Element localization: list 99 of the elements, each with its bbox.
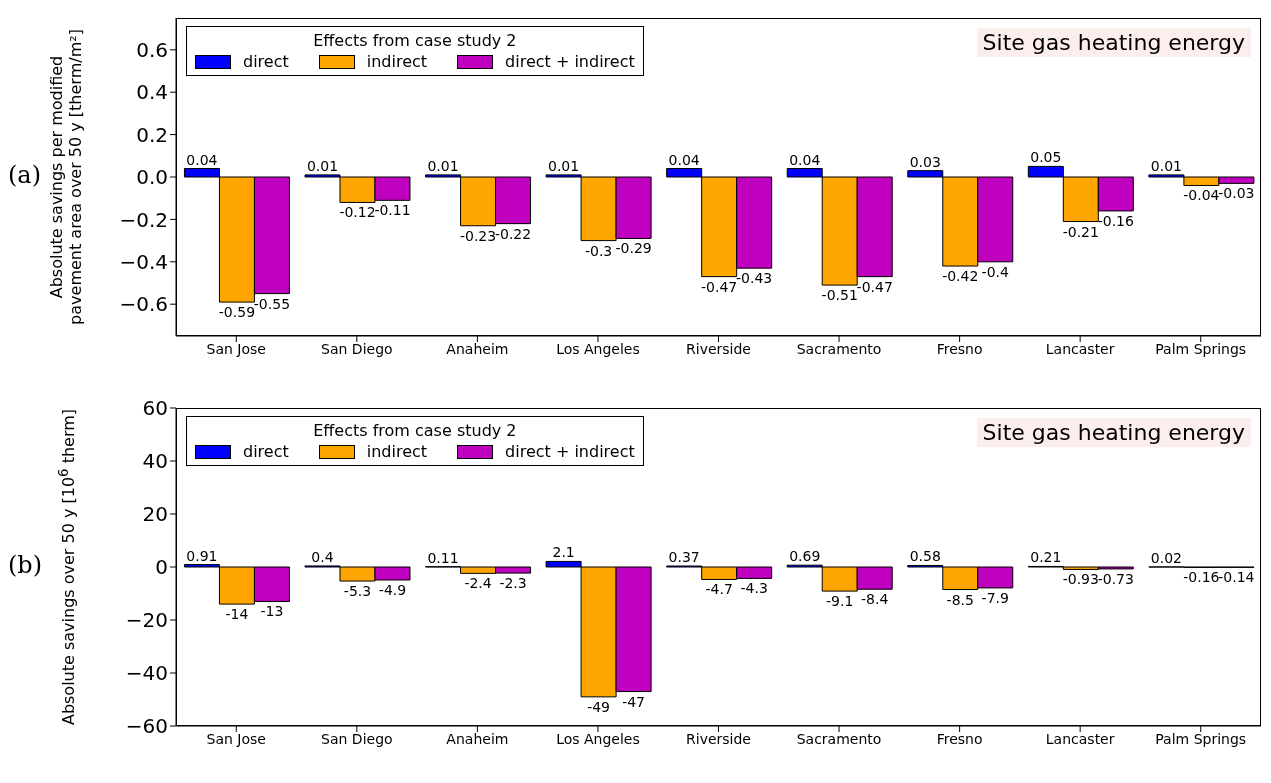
legend-label: direct + indirect [505, 442, 635, 461]
x-tick-label: San Jose [206, 340, 266, 357]
y-tick-label: 0.0 [136, 165, 168, 190]
x-tick-label: Fresno [936, 340, 983, 357]
y-axis-title: Absolute savings per modified pavement area over 50 y [therm/m²] [47, 28, 85, 327]
data-label: -0.73 [1097, 570, 1134, 587]
x-tick-label: Palm Springs [1155, 730, 1247, 747]
data-label: 0.05 [1030, 149, 1062, 166]
data-label: -8.4 [861, 591, 889, 608]
text: Site gas heating energy [976, 418, 1251, 447]
x-tick-label: San Jose [206, 730, 266, 747]
data-label: -0.3 [584, 242, 613, 259]
data-label: -2.3 [499, 575, 527, 592]
data-label: -0.59 [218, 304, 256, 321]
data-label: 0.01 [306, 157, 339, 174]
text: (a) [8, 161, 42, 189]
data-label: 0.04 [186, 151, 218, 168]
x-tick-label: Riverside [686, 730, 751, 747]
data-label: 0.4 [311, 548, 334, 565]
data-label: -0.22 [494, 225, 532, 242]
legend-label: indirect [366, 442, 428, 461]
data-label: -2.4 [464, 575, 492, 592]
x-tick-label: San Diego [321, 730, 393, 747]
y-tick-label: −0.2 [119, 207, 168, 232]
data-label: -49 [587, 698, 611, 715]
y-tick-label: 0.6 [136, 37, 168, 62]
y-tick-label: 0.4 [136, 80, 168, 105]
legend-label: indirect [366, 52, 428, 71]
data-label: 0.69 [789, 548, 821, 565]
x-tick-label: San Diego [321, 340, 393, 357]
data-label: -4.3 [740, 580, 768, 597]
text: (b) [8, 551, 43, 579]
data-label: 0.04 [668, 151, 700, 168]
y-tick-label: −40 [125, 661, 168, 686]
y-tick-label: 20 [142, 502, 168, 527]
data-label: -5.3 [343, 583, 372, 600]
y-tick-label: −0.4 [119, 249, 168, 274]
data-label: -0.03 [1218, 185, 1255, 202]
x-tick-label: Lancaster [1045, 730, 1115, 747]
data-label: -0.14 [1218, 569, 1255, 586]
data-label: 2.1 [552, 544, 575, 561]
data-label: -0.23 [459, 227, 497, 244]
legend-title: Effects from case study 2 [312, 31, 518, 50]
data-label: -4.9 [378, 581, 407, 598]
data-label: -0.47 [856, 278, 893, 295]
data-label: -0.12 [339, 204, 376, 221]
x-tick-label: Los Angeles [556, 730, 640, 747]
data-label: -13 [260, 603, 284, 620]
data-label: -8.5 [946, 591, 974, 608]
x-tick-label: Los Angeles [556, 340, 640, 357]
x-tick-label: Riverside [686, 340, 751, 357]
data-label: 0.11 [427, 549, 459, 566]
data-label: -0.93 [1062, 571, 1099, 588]
data-label: 0.58 [909, 548, 941, 565]
data-label: -0.11 [374, 202, 411, 219]
data-label: 0.21 [1030, 549, 1062, 566]
data-label: 0.03 [909, 153, 941, 170]
data-label: 0.91 [186, 547, 218, 564]
x-tick-label: Sacramento [796, 340, 882, 357]
y-tick-label: 60 [142, 396, 168, 421]
legend-label: direct [243, 442, 289, 461]
data-label: -4.7 [705, 581, 733, 598]
data-label: -0.4 [981, 263, 1010, 280]
y-tick-label: 0 [155, 555, 168, 580]
data-label: -0.42 [942, 268, 979, 285]
x-tick-label: Anaheim [446, 730, 509, 747]
y-tick-label: 40 [142, 449, 168, 474]
data-label: 0.37 [668, 549, 700, 566]
y-tick-label: −60 [125, 714, 168, 739]
x-tick-label: Palm Springs [1155, 340, 1247, 357]
data-label: -0.16 [1183, 569, 1220, 586]
data-label: 0.04 [789, 151, 821, 168]
legend-title: Effects from case study 2 [312, 421, 518, 440]
data-label: -0.29 [615, 240, 652, 257]
data-label: -47 [622, 693, 646, 710]
y-tick-label: −20 [125, 608, 168, 633]
data-label: 0.01 [1150, 157, 1182, 174]
data-label: -9.1 [826, 593, 854, 610]
data-label: -0.51 [821, 287, 858, 304]
y-tick-label: −0.6 [119, 292, 168, 317]
x-tick-label: Lancaster [1045, 340, 1115, 357]
data-label: -0.43 [736, 270, 773, 287]
data-label: -7.9 [981, 589, 1009, 606]
data-label: -14 [225, 606, 249, 623]
data-label: -0.55 [253, 295, 291, 312]
legend-label: direct + indirect [505, 52, 635, 71]
data-label: 0.02 [1150, 549, 1182, 566]
data-label: -0.47 [701, 278, 738, 295]
data-label: -0.21 [1062, 223, 1099, 240]
x-tick-label: Anaheim [446, 340, 509, 357]
data-label: -0.16 [1097, 212, 1135, 229]
x-tick-label: Sacramento [796, 730, 882, 747]
legend-label: direct [243, 52, 289, 71]
data-label: 0.01 [548, 157, 580, 174]
text: Site gas heating energy [976, 28, 1251, 57]
x-tick-label: Fresno [936, 730, 983, 747]
data-label: -0.04 [1183, 187, 1220, 204]
data-label: 0.01 [427, 157, 459, 174]
y-tick-label: 0.2 [136, 122, 168, 147]
